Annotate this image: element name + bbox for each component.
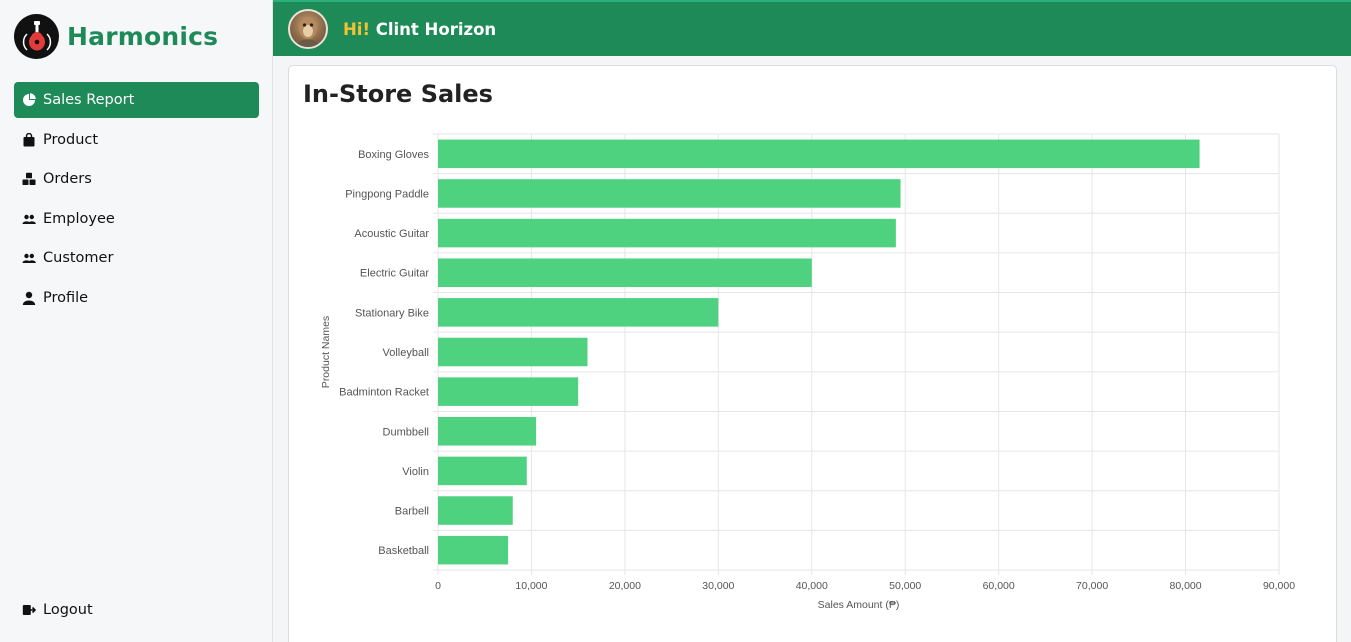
sidebar-item-sales-report[interactable]: Sales Report — [14, 82, 259, 118]
sidebar-item-employee[interactable]: Employee — [14, 201, 259, 237]
logout-icon — [22, 603, 36, 617]
bar-pingpong-paddle — [438, 179, 901, 208]
guitar-logo-icon — [14, 14, 59, 59]
greeting-hi: Hi! — [343, 19, 370, 39]
x-tick-label: 60,000 — [983, 580, 1015, 592]
bar-violin — [438, 456, 527, 486]
x-tick-label: 30,000 — [702, 580, 734, 592]
y-tick-label: Boxing Gloves — [358, 149, 429, 161]
sidebar-item-label: Employee — [43, 210, 115, 227]
logout-label: Logout — [43, 602, 93, 618]
sidebar-item-customer[interactable]: Customer — [14, 240, 259, 276]
y-tick-label: Basketball — [378, 545, 429, 557]
sidebar-item-label: Sales Report — [43, 92, 135, 108]
bar-volleyball — [438, 337, 588, 367]
page-title: In-Store Sales — [303, 80, 493, 108]
bar-boxing-gloves — [438, 139, 1200, 169]
bar-acoustic-guitar — [438, 218, 896, 248]
people-icon — [22, 251, 36, 265]
sales-bar-chart: Boxing Gloves Pingpong Paddle Acoustic Gui… — [320, 133, 1295, 611]
y-tick-label: Badminton Racket — [339, 387, 429, 399]
y-tick-label: Volleyball — [383, 347, 429, 359]
sidebar-item-label: Profile — [43, 289, 89, 306]
x-axis-title: Sales Amount (₱) — [818, 599, 900, 611]
x-tick-label: 0 — [435, 580, 441, 592]
brand[interactable]: Harmonics — [14, 14, 218, 59]
shopping-bag-icon — [22, 132, 36, 147]
y-tick-label: Stationary Bike — [355, 307, 429, 319]
x-tick-label: 40,000 — [796, 580, 828, 592]
logout-button[interactable]: Logout — [14, 592, 259, 628]
user-name: Clint Horizon — [375, 19, 497, 39]
x-tick-label: 70,000 — [1076, 580, 1108, 592]
greeting: Hi! Clint Horizon — [343, 20, 496, 39]
brand-name: Harmonics — [67, 22, 219, 51]
bar-badminton-racket — [438, 377, 579, 406]
x-tick-label: 50,000 — [889, 580, 921, 592]
y-tick-label: Pingpong Paddle — [345, 188, 429, 200]
sidebar-item-orders[interactable]: Orders — [14, 161, 259, 197]
sidebar-item-product[interactable]: Product — [14, 122, 259, 158]
sidebar-nav: Sales Report Product Orders Employee Cus… — [14, 82, 259, 319]
y-tick-label: Acoustic Guitar — [354, 228, 429, 240]
y-tick-label: Violin — [402, 466, 429, 478]
bar-electric-guitar — [438, 258, 812, 287]
y-tick-label: Dumbbell — [383, 426, 429, 438]
sidebar: Harmonics Sales Report Product Orders Em… — [0, 0, 273, 642]
bar-barbell — [438, 496, 513, 525]
person-icon — [22, 291, 36, 305]
avatar[interactable] — [288, 9, 328, 49]
x-tick-label: 80,000 — [1169, 580, 1201, 592]
y-tick-label: Barbell — [395, 506, 429, 518]
sidebar-item-profile[interactable]: Profile — [14, 280, 259, 316]
x-tick-label: 10,000 — [515, 580, 547, 592]
bar-dumbbell — [438, 417, 537, 446]
y-axis-title: Product Names — [320, 316, 332, 388]
y-tick-label: Electric Guitar — [360, 268, 429, 280]
x-tick-label: 20,000 — [609, 580, 641, 592]
top-bar: Hi! Clint Horizon — [273, 0, 1351, 56]
bar-stationary-bike — [438, 298, 719, 327]
sidebar-item-label: Orders — [43, 171, 92, 187]
bar-basketball — [438, 535, 509, 565]
x-tick-label: 90,000 — [1263, 580, 1295, 592]
boxes-icon — [22, 172, 36, 186]
pie-chart-icon — [22, 93, 36, 107]
sidebar-item-label: Product — [43, 131, 99, 148]
people-icon — [22, 212, 36, 226]
sidebar-item-label: Customer — [43, 250, 114, 266]
